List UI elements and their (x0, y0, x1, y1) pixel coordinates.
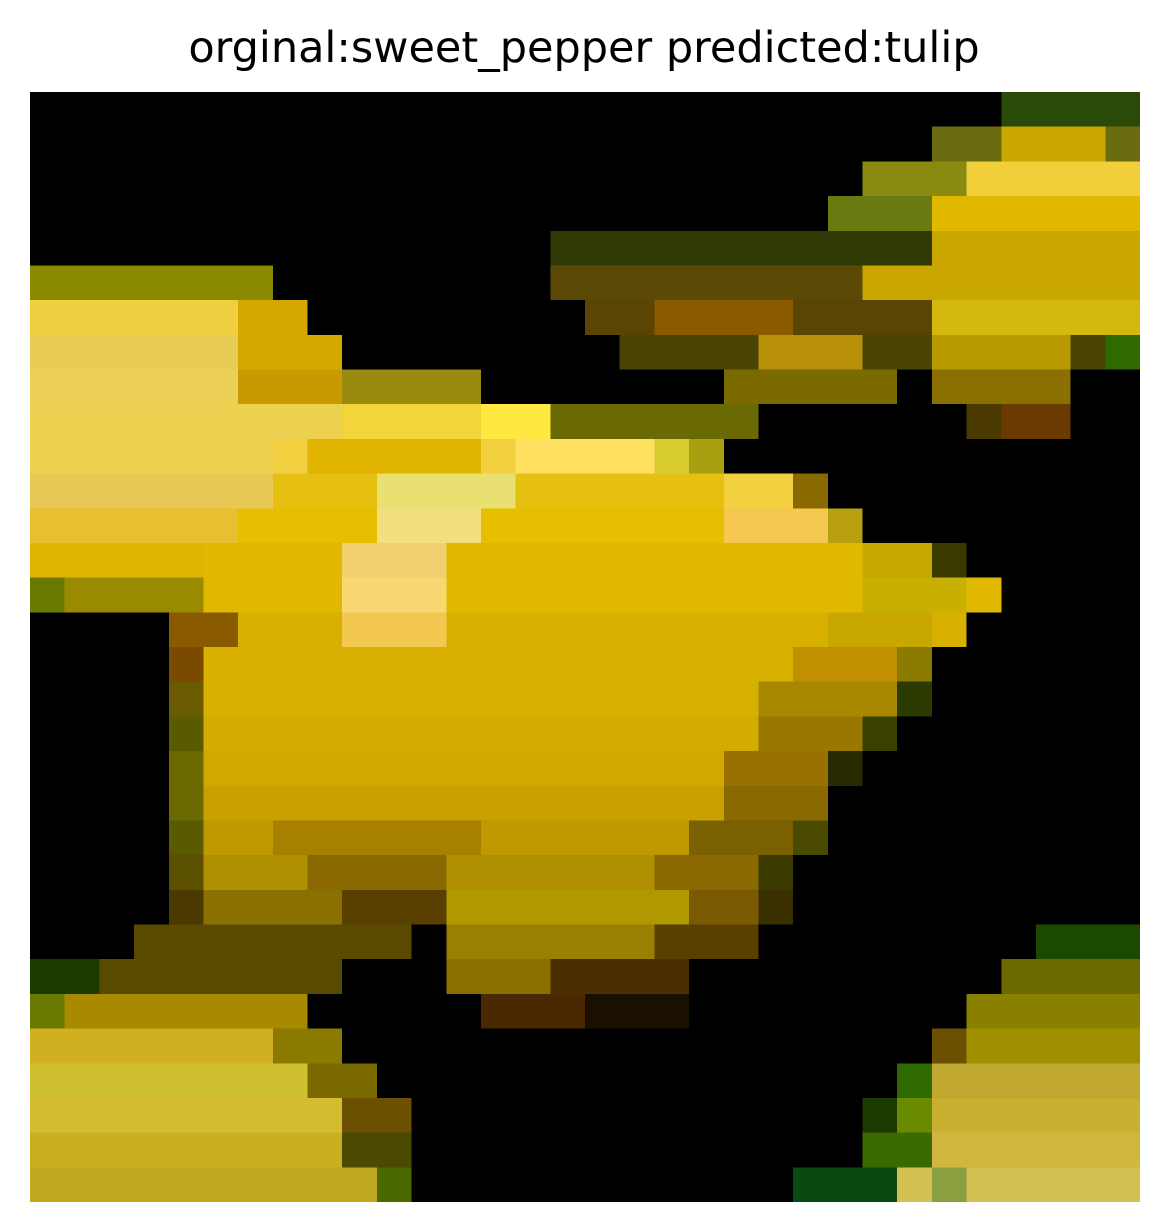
pixelated-image (30, 92, 1140, 1202)
figure-title: orginal:sweet_pepper predicted:tulip (188, 23, 980, 73)
image-canvas (30, 92, 1140, 1202)
